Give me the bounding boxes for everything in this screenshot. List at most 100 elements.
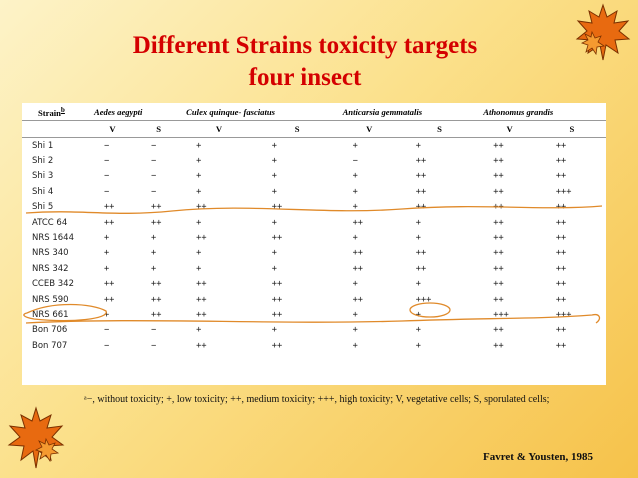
insect-header-anticarsia: Anticarsia gemmatalis <box>340 103 482 121</box>
toxicity-cell: + <box>415 340 421 351</box>
table-row: NRS 1644 + + ++ ++ + + ++ ++ <box>22 230 606 245</box>
toxicity-cell: ++ <box>493 156 504 167</box>
strain-header-label: Strain <box>38 107 61 118</box>
toxicity-cell: + <box>415 325 421 336</box>
slide-title-line-2: four insect <box>248 64 362 91</box>
toxicity-cell: ++ <box>352 263 363 274</box>
insect-header-culex: Culex quinque- fasciatus <box>184 103 341 121</box>
toxicity-cell: ++ <box>271 202 283 213</box>
table-row: ATCC 64 ++ ++ + + ++ + ++ ++ <box>22 215 606 230</box>
toxicity-cell: − <box>352 156 358 167</box>
toxicity-cell: + <box>352 279 358 290</box>
toxicity-cell: ++ <box>151 217 162 228</box>
toxicity-cell: − <box>151 156 157 167</box>
toxicity-cell: + <box>271 156 277 167</box>
toxicity-cell: − <box>104 340 110 351</box>
toxicity-cell: + <box>104 309 110 320</box>
strain-cell: Bon 707 <box>32 340 68 351</box>
toxicity-cell: ++ <box>151 294 162 305</box>
toxicity-cell: + <box>271 248 277 259</box>
toxicity-cell: +++ <box>493 309 509 320</box>
toxicity-cell: ++ <box>271 294 283 305</box>
table-row: NRS 340 + + + + ++ ++ ++ ++ <box>22 246 606 261</box>
toxicity-cell: ++ <box>493 217 504 228</box>
toxicity-cell: ++ <box>151 309 162 320</box>
subheader-v: V <box>340 120 398 138</box>
toxicity-cell: +++ <box>555 309 572 320</box>
toxicity-cell: ++ <box>493 186 504 197</box>
toxicity-cell: ++ <box>415 202 427 213</box>
toxicity-cell: − <box>151 186 157 197</box>
toxicity-cell: ++ <box>493 248 504 259</box>
strain-cell: NRS 1644 <box>32 233 74 244</box>
toxicity-cell: ++ <box>104 202 115 213</box>
toxicity-cell: +++ <box>415 294 432 305</box>
toxicity-cell: ++ <box>555 279 567 290</box>
toxicity-cell: ++ <box>493 279 504 290</box>
toxicity-cell: ++ <box>196 294 207 305</box>
toxicity-cell: ++ <box>415 156 427 167</box>
table-row: Shi 2− − + + − ++ ++ ++ <box>22 153 606 168</box>
insect-header-aedes: Aedes aegypti <box>92 103 185 121</box>
strain-cell: ATCC 64 <box>32 217 68 228</box>
toxicity-cell: + <box>415 140 421 151</box>
toxicity-cell: − <box>151 340 157 351</box>
toxicity-cell: + <box>352 171 358 182</box>
toxicity-cell: + <box>196 217 202 228</box>
toxicity-cell: ++ <box>415 263 427 274</box>
strain-column-header: Strainb <box>22 103 92 121</box>
toxicity-cell: + <box>271 186 277 197</box>
slide-title-line-1: Different Strains toxicity targets <box>132 32 478 59</box>
toxicity-cell: ++ <box>151 202 162 213</box>
toxicity-cell: + <box>271 140 277 151</box>
toxicity-cell: ++ <box>555 294 567 305</box>
toxicity-table: Strainb Aedes aegypti Culex quinque- fas… <box>22 103 606 385</box>
toxicity-cell: ++ <box>555 202 567 213</box>
toxicity-cell: + <box>352 340 358 351</box>
toxicity-cell: + <box>151 263 157 274</box>
table-row: NRS 342 + + + + ++ ++ ++ ++ <box>22 261 606 276</box>
subheader-s: S <box>253 120 341 138</box>
toxicity-cell: + <box>196 140 202 151</box>
toxicity-cell: + <box>104 248 110 259</box>
strain-cell: Shi 4 <box>32 186 54 197</box>
toxicity-cell: + <box>196 156 202 167</box>
toxicity-cell: + <box>104 233 110 244</box>
toxicity-cell: ++ <box>555 156 567 167</box>
strain-cell: NRS 342 <box>32 263 69 274</box>
table-row: NRS 590 ++ ++ ++ ++ ++ +++ ++ ++ <box>22 292 606 307</box>
toxicity-cell: ++ <box>493 202 504 213</box>
strain-cell: Shi 2 <box>32 156 54 167</box>
table-row: CCEB 342 ++ ++ ++ ++ + + ++ ++ <box>22 277 606 292</box>
toxicity-cell: ++ <box>555 248 567 259</box>
toxicity-cell: ++ <box>196 279 207 290</box>
toxicity-cell: + <box>352 325 358 336</box>
toxicity-cell: ++ <box>196 202 207 213</box>
toxicity-cell: + <box>271 263 277 274</box>
strain-cell: NRS 590 <box>32 294 69 305</box>
toxicity-cell: ++ <box>352 294 363 305</box>
toxicity-cell: ++ <box>555 340 567 351</box>
subheader-s: S <box>133 120 185 138</box>
toxicity-cell: ++ <box>493 140 504 151</box>
subheader-s: S <box>397 120 482 138</box>
toxicity-cell: + <box>196 263 202 274</box>
subheader-empty <box>22 120 92 138</box>
toxicity-cell: ++ <box>271 279 283 290</box>
strain-cell: Bon 706 <box>32 325 68 336</box>
slide-title: Different Strains toxicity targets four … <box>40 30 570 94</box>
maple-leaf-icon <box>7 406 65 469</box>
toxicity-cell: + <box>196 186 202 197</box>
maple-leaf-icon <box>575 3 631 61</box>
source-credit: Favret & Yousten, 1985 <box>483 451 593 463</box>
toxicity-cell: + <box>271 325 277 336</box>
strain-cell: NRS 661 <box>32 309 69 320</box>
toxicity-cell: ++ <box>493 263 504 274</box>
toxicity-cell: + <box>196 171 202 182</box>
strain-cell: Shi 3 <box>32 171 54 182</box>
toxicity-cell: + <box>352 186 358 197</box>
toxicity-cell: ++ <box>415 171 427 182</box>
toxicity-cell: − <box>104 186 110 197</box>
toxicity-cell: ++ <box>271 233 283 244</box>
toxicity-cell: ++ <box>415 248 427 259</box>
